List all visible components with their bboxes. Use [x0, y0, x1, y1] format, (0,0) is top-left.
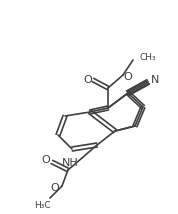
Text: O: O [84, 75, 92, 85]
Text: CH₃: CH₃ [139, 52, 156, 61]
Text: O: O [42, 155, 50, 165]
Text: O: O [124, 72, 132, 82]
Text: O: O [51, 183, 59, 193]
Text: N: N [151, 75, 159, 85]
Text: NH: NH [62, 158, 79, 168]
Text: H₃C: H₃C [34, 201, 50, 210]
